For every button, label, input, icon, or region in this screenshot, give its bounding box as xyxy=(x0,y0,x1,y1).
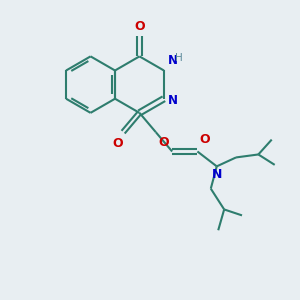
Text: O: O xyxy=(199,133,209,146)
Text: N: N xyxy=(167,54,178,67)
Text: O: O xyxy=(158,136,169,149)
Text: N: N xyxy=(212,168,222,181)
Text: O: O xyxy=(112,136,123,150)
Text: O: O xyxy=(134,20,145,34)
Text: H: H xyxy=(175,53,183,63)
Text: N: N xyxy=(167,94,178,107)
